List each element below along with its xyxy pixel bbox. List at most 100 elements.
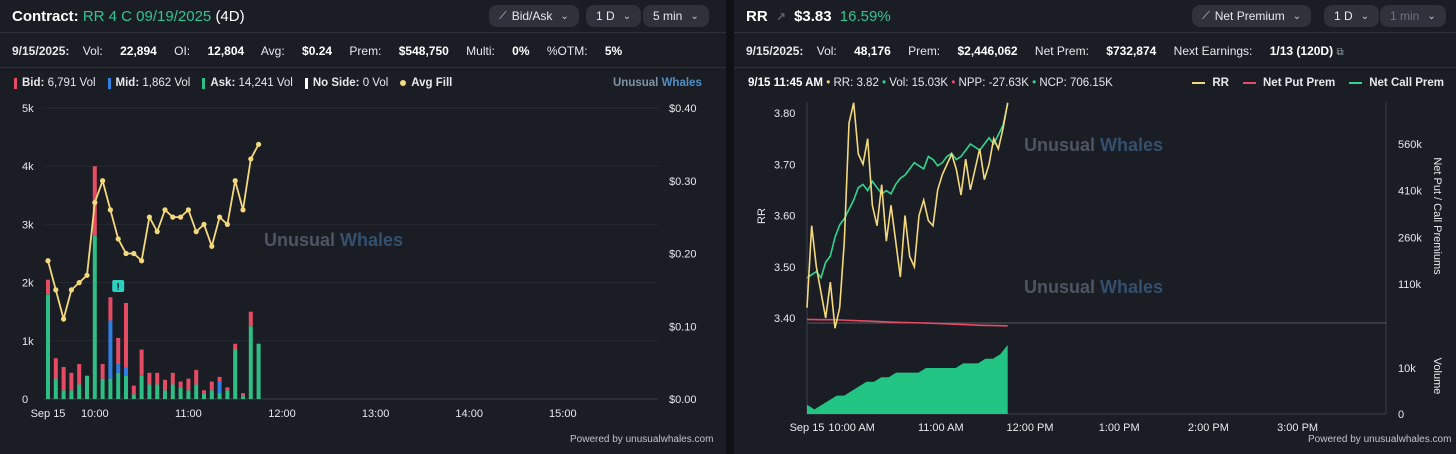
interval-dropdown[interactable]: 1 min ⌄ — [1380, 5, 1446, 27]
stats-date: 9/15/2025: — [746, 44, 804, 58]
y-axis-title-premiums: Net Put / Call Premiums — [1431, 157, 1443, 275]
bar-ask — [256, 343, 261, 399]
bar-bid — [233, 343, 238, 350]
x-tick-label: 10:00 — [81, 408, 109, 420]
avg-fill-point — [162, 207, 168, 213]
dropdown-label: Net Premium — [1214, 9, 1285, 23]
info-rr: RR: 3.82 — [833, 77, 879, 89]
y-volume-tick-label: 10k — [1398, 363, 1416, 375]
avg-fill-point — [123, 250, 129, 257]
x-tick-label: 13:00 — [362, 408, 390, 420]
avg-fill-point — [61, 316, 67, 322]
y-axis-title-volume: Volume — [1431, 358, 1443, 395]
dropdown-label: 1 D — [1334, 9, 1353, 23]
net-premium-chart: 3.40 3.50 3.60 3.70 3.80 110k 260k 410k 560k 0 10k… — [756, 102, 1443, 434]
bar-ask — [209, 390, 214, 399]
bar-bid — [194, 369, 199, 385]
bar-ask — [147, 384, 152, 399]
avg-fill-point — [45, 258, 51, 264]
watermark: Unusual Whales — [264, 230, 403, 250]
legend-avg-fill[interactable]: Avg Fill — [400, 77, 452, 89]
bar-ask — [202, 393, 206, 399]
stats-date: 9/15/2025: — [12, 44, 70, 58]
stat-earnings[interactable]: Next Earnings: 1/13 (120D) ⧉ — [1173, 44, 1344, 58]
ticker-stats: 9/15/2025: Vol: 48,176 Prem: $2,446,062 … — [746, 44, 1372, 58]
dropdown-label: 1 min — [1390, 9, 1420, 23]
stat-oi: OI: 12,804 — [174, 44, 245, 58]
avg-fill-point — [92, 199, 98, 206]
avg-fill-point — [240, 207, 246, 213]
y-rr-tick-label: 3.60 — [774, 211, 795, 223]
bar-bid — [217, 376, 222, 382]
net-premium-dropdown[interactable]: ⟋ Net Premium ⌄ — [1192, 5, 1312, 27]
bar-ask — [217, 393, 222, 399]
avg-fill-line — [47, 143, 260, 323]
legend-bid[interactable]: Bid: 6,791 Vol — [14, 77, 96, 89]
bar-bid — [163, 379, 167, 391]
flow-legend: Bid: 6,791 Vol Mid: 1,862 Vol Ask: 14,24… — [14, 77, 464, 89]
bar-ask — [248, 326, 253, 399]
ticker-symbol[interactable]: RR — [746, 7, 768, 25]
y-premium-tick-label: 260k — [1398, 232, 1422, 244]
avg-fill-point — [193, 229, 199, 235]
avg-fill-point — [232, 178, 238, 184]
avg-fill-point — [154, 229, 160, 235]
y-left-tick-label: 0 — [22, 394, 28, 406]
contract-name[interactable]: RR 4 C 09/19/2025 — [82, 7, 212, 25]
avg-fill-point — [139, 258, 145, 264]
bar-bid — [241, 393, 245, 397]
stat-avg: Avg: $0.24 — [260, 44, 333, 58]
stat-vol: Vol: 48,176 — [816, 44, 891, 58]
info-time: 9/15 11:45 AM — [748, 77, 824, 89]
bar-bid — [147, 372, 152, 385]
chevron-down-icon: ⌄ — [622, 10, 632, 22]
legend-ask[interactable]: Ask: 14,241 Vol — [202, 77, 293, 89]
x-tick-label: 3:00 PM — [1277, 422, 1318, 434]
ticker-change: 16.59% — [839, 7, 891, 25]
legend-mid[interactable]: Mid: 1,862 Vol — [107, 77, 190, 89]
powered-by[interactable]: Powered by unusualwhales.com — [570, 434, 714, 445]
chart-line-icon: ⟋ — [499, 9, 507, 22]
bar-bid — [209, 381, 214, 391]
external-arrow-icon[interactable]: ↗ — [775, 9, 786, 24]
y-right-tick-label: $0.20 — [669, 249, 697, 261]
timeframe-dropdown[interactable]: 1 D ⌄ — [586, 5, 642, 27]
bar-bid — [116, 337, 121, 365]
bar-ask — [92, 236, 97, 399]
x-tick-label: 12:00 PM — [1006, 422, 1053, 434]
powered-by[interactable]: Powered by unusualwhales.com — [1308, 434, 1452, 445]
net-premium-panel: RR ↗ $3.83 16.59% ⟋ Net Premium ⌄ 1 D ⌄ … — [734, 0, 1456, 454]
bar-mid — [116, 364, 121, 373]
avg-fill-point — [256, 141, 262, 147]
x-tick-label: Sep 15 — [31, 408, 66, 420]
contract-stats: 9/15/2025: Vol: 22,894 OI: 12,804 Avg: $… — [12, 44, 636, 58]
bar-ask — [139, 375, 144, 399]
y-left-tick-label: 4k — [22, 161, 34, 173]
bar-ask — [77, 384, 82, 399]
bar-bid — [69, 372, 74, 391]
timeframe-dropdown[interactable]: 1 D ⌄ — [1324, 5, 1380, 27]
y-premium-tick-label: 410k — [1398, 186, 1422, 198]
avg-fill-point — [209, 243, 215, 249]
net-put-prem-line — [806, 318, 1008, 327]
interval-dropdown[interactable]: 5 min ⌄ — [643, 5, 709, 27]
avg-fill-point — [131, 250, 137, 257]
legend-net-put-prem[interactable]: Net Put Prem — [1243, 77, 1335, 89]
panel-divider — [726, 0, 734, 454]
bar-ask — [186, 390, 191, 399]
avg-fill-point — [76, 280, 82, 286]
avg-fill-point — [170, 214, 176, 220]
legend-net-call-prem[interactable]: Net Call Prem — [1349, 77, 1444, 89]
y-left-tick-label: 1k — [22, 336, 34, 348]
bar-ask — [155, 384, 160, 399]
avg-fill-point — [146, 214, 152, 220]
external-link-icon[interactable]: ⧉ — [1336, 47, 1344, 58]
legend-no-side[interactable]: No Side: 0 Vol — [304, 77, 388, 89]
divider — [734, 67, 1456, 68]
avg-fill-point — [68, 287, 74, 293]
bar-ask — [69, 390, 74, 399]
bar-ask — [225, 390, 230, 399]
alert-marker-glyph: ! — [117, 282, 120, 293]
bid-ask-dropdown[interactable]: ⟋ Bid/Ask ⌄ — [489, 5, 579, 27]
legend-rr[interactable]: RR — [1192, 77, 1229, 89]
